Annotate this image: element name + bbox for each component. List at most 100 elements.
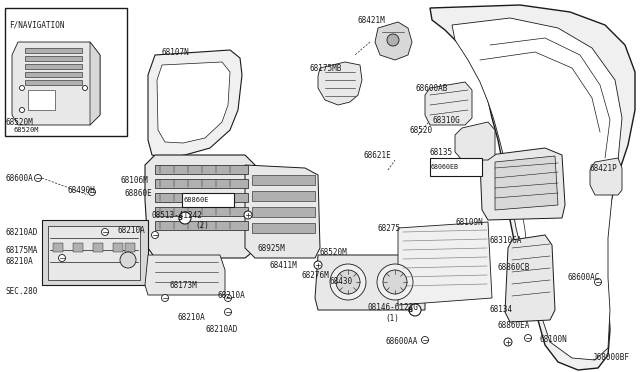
Circle shape xyxy=(244,211,252,219)
Text: 68490H: 68490H xyxy=(68,186,96,195)
Polygon shape xyxy=(12,42,100,125)
Text: 68210A: 68210A xyxy=(5,257,33,266)
Text: 68100N: 68100N xyxy=(540,336,568,344)
Polygon shape xyxy=(157,62,230,143)
Text: F/NAVIGATION: F/NAVIGATION xyxy=(9,20,65,29)
Circle shape xyxy=(102,228,109,235)
Text: 68621E: 68621E xyxy=(363,151,391,160)
Circle shape xyxy=(409,304,421,316)
Polygon shape xyxy=(148,50,242,158)
Text: 68210A: 68210A xyxy=(218,291,246,299)
Polygon shape xyxy=(155,207,248,216)
Text: 08513-41242: 08513-41242 xyxy=(152,211,203,219)
Circle shape xyxy=(336,270,360,294)
Polygon shape xyxy=(252,207,315,217)
Polygon shape xyxy=(252,175,315,185)
Text: 68210AD: 68210AD xyxy=(5,228,37,237)
Text: B: B xyxy=(408,307,413,313)
Circle shape xyxy=(330,264,366,300)
Polygon shape xyxy=(25,48,82,53)
Polygon shape xyxy=(25,72,82,77)
Polygon shape xyxy=(375,22,412,60)
Circle shape xyxy=(225,295,232,301)
Text: 68210A: 68210A xyxy=(178,314,205,323)
Polygon shape xyxy=(430,5,635,370)
Polygon shape xyxy=(425,82,472,125)
Circle shape xyxy=(58,254,65,262)
Text: 68275: 68275 xyxy=(378,224,401,232)
Circle shape xyxy=(314,261,322,269)
Polygon shape xyxy=(28,90,55,110)
Text: 68210A: 68210A xyxy=(118,225,146,234)
Polygon shape xyxy=(252,191,315,201)
Bar xyxy=(182,193,234,207)
Polygon shape xyxy=(245,165,320,258)
Text: 68411M: 68411M xyxy=(270,260,298,269)
Circle shape xyxy=(152,231,159,238)
Text: 68600AA: 68600AA xyxy=(385,337,417,346)
Text: 68860E: 68860E xyxy=(124,189,152,198)
Text: (2): (2) xyxy=(195,221,209,230)
Circle shape xyxy=(35,174,42,182)
Text: SEC.280: SEC.280 xyxy=(5,288,37,296)
Circle shape xyxy=(161,295,168,301)
Bar xyxy=(430,158,482,176)
Circle shape xyxy=(225,308,232,315)
Circle shape xyxy=(83,86,88,90)
Circle shape xyxy=(19,108,24,112)
Polygon shape xyxy=(590,158,622,195)
Circle shape xyxy=(525,334,531,341)
Text: 68173M: 68173M xyxy=(170,280,198,289)
Text: 68520M: 68520M xyxy=(5,118,33,126)
Polygon shape xyxy=(53,243,63,252)
Text: 68135: 68135 xyxy=(430,148,453,157)
Polygon shape xyxy=(145,155,258,258)
Circle shape xyxy=(19,86,24,90)
Text: 08146-6122G: 08146-6122G xyxy=(368,304,419,312)
Polygon shape xyxy=(155,179,248,188)
Circle shape xyxy=(377,264,413,300)
Bar xyxy=(5,8,127,136)
Text: (1): (1) xyxy=(385,314,399,323)
Polygon shape xyxy=(495,156,558,210)
Text: 68520M: 68520M xyxy=(320,247,348,257)
Text: 68310GA: 68310GA xyxy=(490,235,522,244)
Text: 68175MA: 68175MA xyxy=(5,246,37,254)
Text: 68134: 68134 xyxy=(490,305,513,314)
Text: 68600AC: 68600AC xyxy=(568,273,600,282)
Polygon shape xyxy=(155,165,248,174)
Text: 68860CB: 68860CB xyxy=(498,263,531,273)
Polygon shape xyxy=(155,193,248,202)
Polygon shape xyxy=(113,243,123,252)
Text: 68175MB: 68175MB xyxy=(310,64,342,73)
Polygon shape xyxy=(480,148,565,220)
Text: 68276M: 68276M xyxy=(302,270,330,279)
Text: 68860EA: 68860EA xyxy=(498,321,531,330)
Polygon shape xyxy=(318,62,362,105)
Text: 68107N: 68107N xyxy=(162,48,189,57)
Text: 68210AD: 68210AD xyxy=(205,326,237,334)
Polygon shape xyxy=(505,235,555,322)
Polygon shape xyxy=(125,243,135,252)
Polygon shape xyxy=(452,18,622,360)
Text: 68520M: 68520M xyxy=(14,127,40,133)
Text: 68421P: 68421P xyxy=(590,164,618,173)
Circle shape xyxy=(179,212,191,224)
Text: 68520: 68520 xyxy=(410,125,433,135)
Circle shape xyxy=(120,252,136,268)
Circle shape xyxy=(595,279,602,285)
Circle shape xyxy=(504,338,512,346)
Text: 68106M: 68106M xyxy=(120,176,148,185)
Polygon shape xyxy=(90,42,100,125)
Polygon shape xyxy=(25,80,82,85)
Circle shape xyxy=(383,270,407,294)
Text: 68060EB: 68060EB xyxy=(431,164,459,170)
Polygon shape xyxy=(145,255,225,295)
Polygon shape xyxy=(48,226,140,280)
Text: 68421M: 68421M xyxy=(358,16,386,25)
Polygon shape xyxy=(455,122,495,160)
Text: 68860E: 68860E xyxy=(183,197,209,203)
Circle shape xyxy=(88,189,95,196)
Text: 68600A: 68600A xyxy=(5,173,33,183)
Polygon shape xyxy=(25,64,82,69)
